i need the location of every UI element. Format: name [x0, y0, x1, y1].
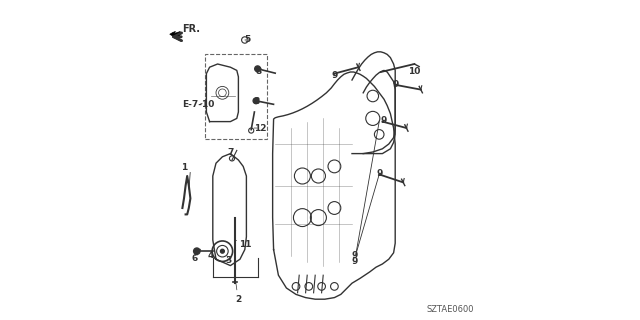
- Text: 9: 9: [351, 257, 358, 266]
- Bar: [205, 54, 268, 139]
- Circle shape: [220, 249, 225, 253]
- Text: 3: 3: [226, 256, 232, 265]
- Text: 5: 5: [244, 35, 250, 44]
- Text: 8: 8: [253, 97, 260, 106]
- Text: 9: 9: [393, 80, 399, 89]
- Text: SZTAE0600: SZTAE0600: [426, 305, 474, 314]
- Text: 9: 9: [377, 169, 383, 178]
- Text: 4: 4: [207, 251, 214, 260]
- Circle shape: [255, 66, 260, 72]
- Text: E-7-10: E-7-10: [182, 100, 214, 109]
- Circle shape: [253, 98, 259, 104]
- Text: 9: 9: [332, 71, 338, 80]
- Text: 6: 6: [191, 254, 198, 263]
- Text: 1: 1: [181, 163, 188, 183]
- Text: 7: 7: [228, 148, 234, 157]
- Circle shape: [194, 248, 200, 254]
- Text: 11: 11: [236, 240, 252, 249]
- FancyArrowPatch shape: [173, 33, 181, 41]
- Text: FR.: FR.: [182, 24, 200, 34]
- Text: 10: 10: [408, 64, 420, 76]
- Text: 12: 12: [253, 124, 266, 132]
- Text: 2: 2: [236, 281, 241, 304]
- Text: 8: 8: [255, 67, 262, 76]
- Text: 9: 9: [351, 251, 358, 260]
- Text: 9: 9: [380, 116, 387, 125]
